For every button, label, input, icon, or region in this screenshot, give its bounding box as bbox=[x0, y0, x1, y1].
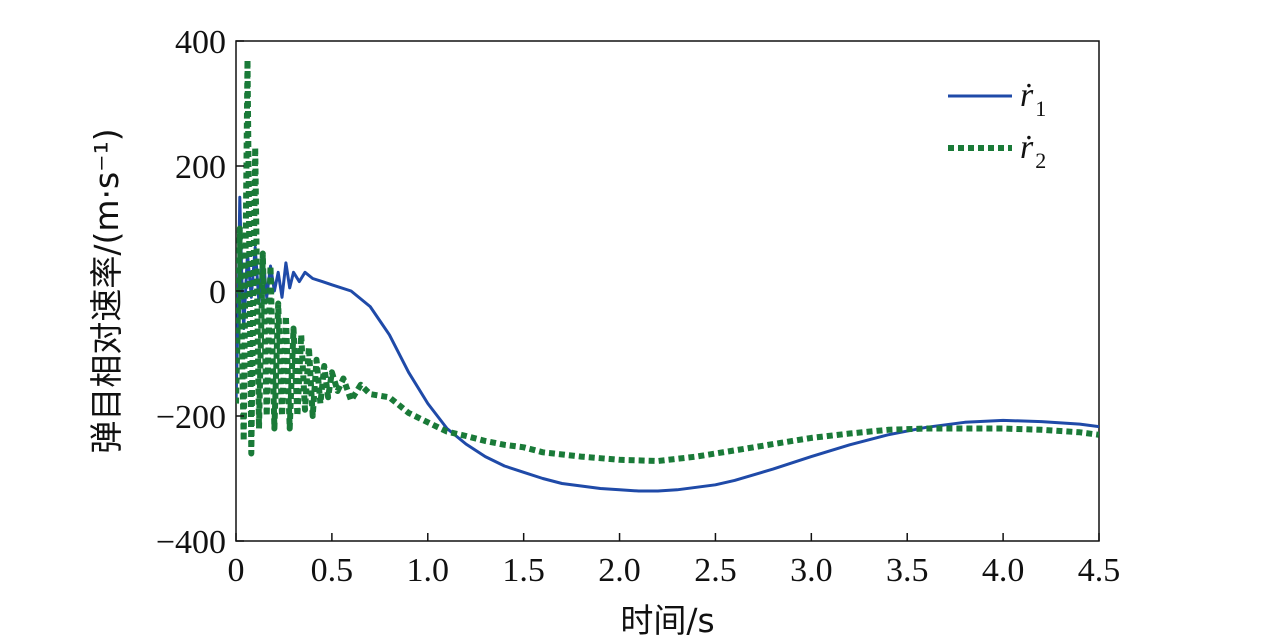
x-axis-title: 时间/s bbox=[620, 601, 714, 640]
series-line-1 bbox=[236, 195, 1099, 493]
x-tick-label: 1.0 bbox=[407, 552, 450, 589]
series-layer bbox=[236, 56, 1099, 493]
x-tick-label: 2.5 bbox=[694, 552, 737, 589]
y-tick-label: 200 bbox=[175, 149, 226, 186]
x-tick-label: 0 bbox=[228, 552, 245, 589]
legend-label-1: ṙ1 bbox=[1020, 77, 1046, 121]
series-line-2 bbox=[236, 56, 1099, 464]
plot-area: 0 0.5 1.0 1.5 2.0 2.5 3.0 3.5 4.0 4.5 −400 −200 0 200… bbox=[156, 24, 1120, 589]
y-tick-label: 400 bbox=[175, 24, 226, 61]
x-tick-label: 2.0 bbox=[598, 552, 641, 589]
x-tick-label: 4.0 bbox=[982, 552, 1025, 589]
tick-layer: 0 0.5 1.0 1.5 2.0 2.5 3.0 3.5 4.0 4.5 −400 −200 0 200… bbox=[156, 24, 1120, 589]
y-tick-label: −200 bbox=[156, 399, 226, 436]
y-tick-label: 0 bbox=[209, 274, 226, 311]
y-tick-label: −400 bbox=[156, 524, 226, 561]
x-tick-label: 3.5 bbox=[886, 552, 929, 589]
x-tick-label: 4.5 bbox=[1078, 552, 1121, 589]
x-tick-label: 3.0 bbox=[790, 552, 833, 589]
legend-label-2: ṙ2 bbox=[1020, 129, 1046, 173]
x-tick-label: 1.5 bbox=[502, 552, 545, 589]
plot-frame bbox=[235, 40, 1100, 542]
y-axis-title: 弹目相对速率/(m·s⁻¹) bbox=[87, 128, 126, 453]
x-tick-label: 0.5 bbox=[311, 552, 354, 589]
